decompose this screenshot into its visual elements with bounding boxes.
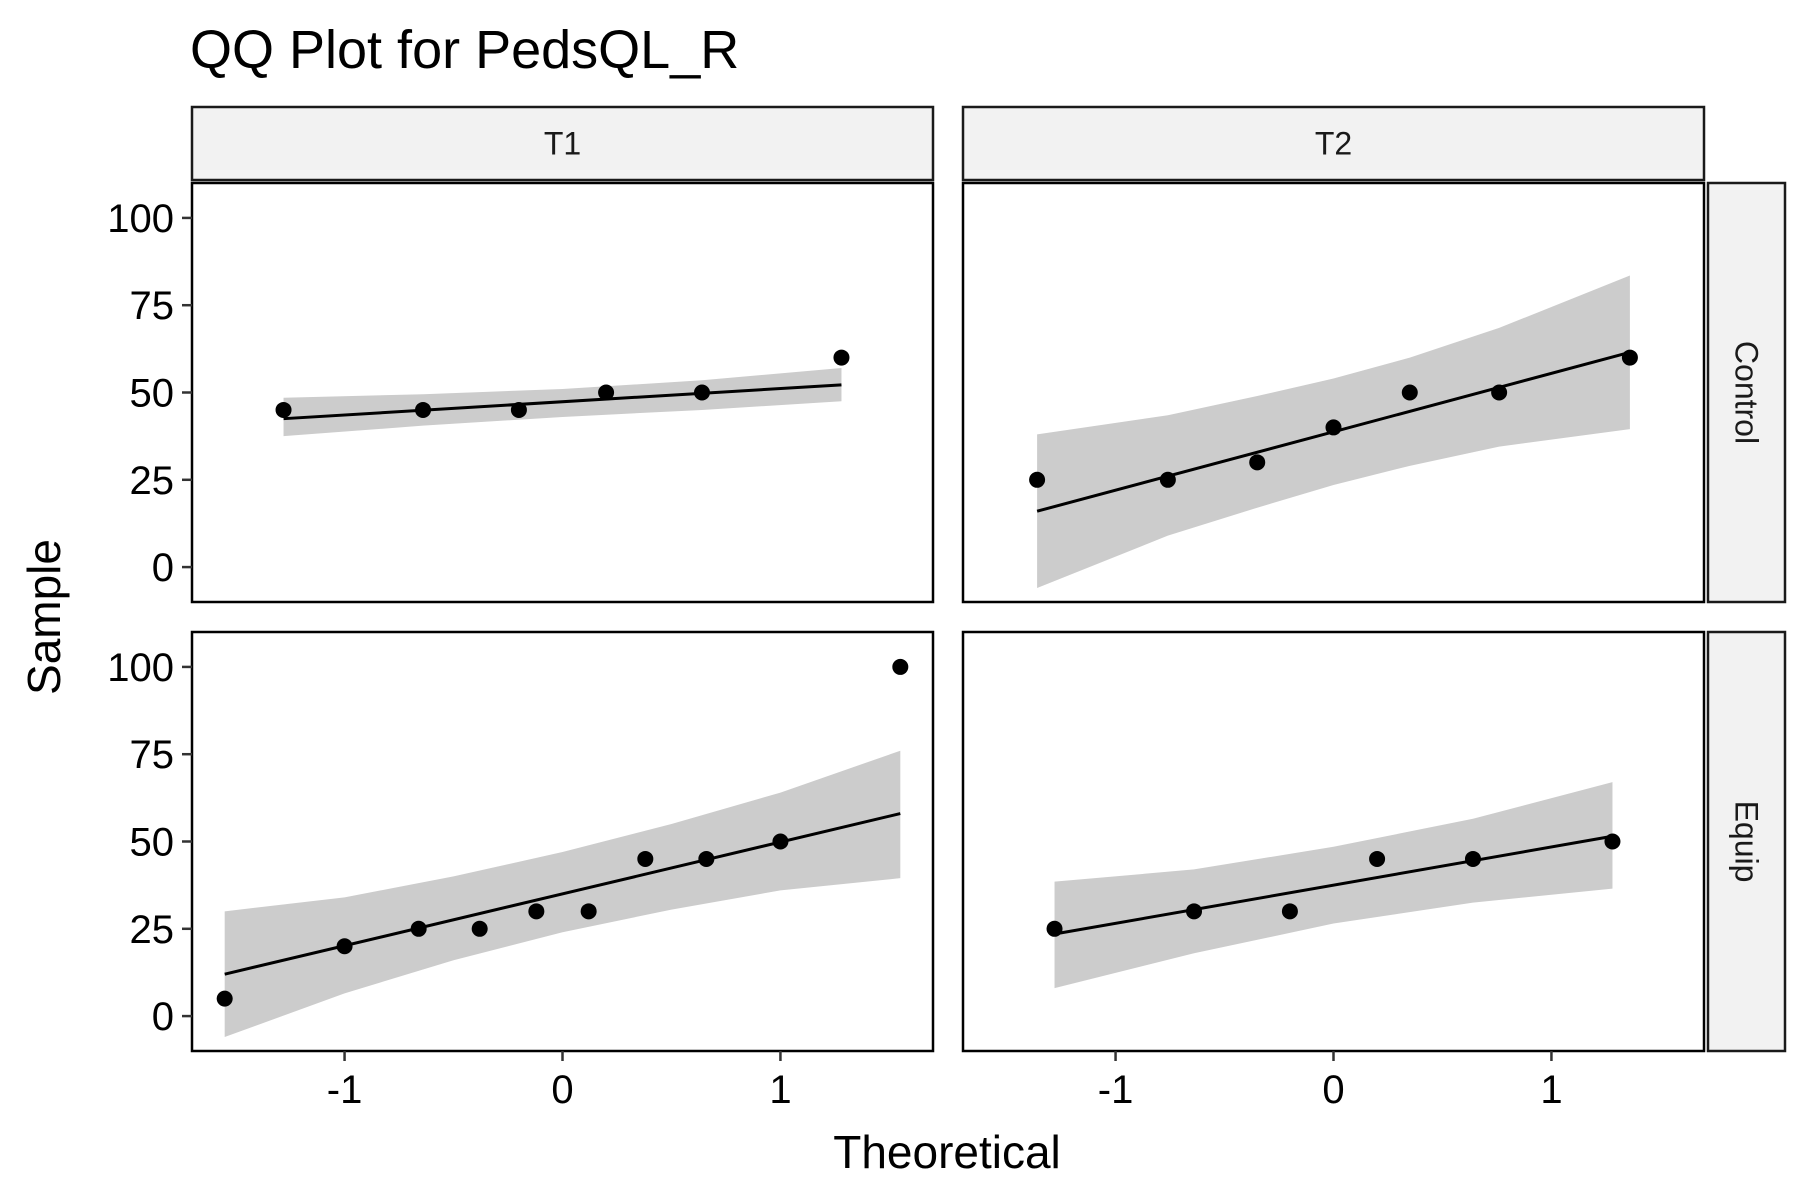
reference-line xyxy=(1054,834,1613,936)
data-point xyxy=(510,401,527,418)
data-point xyxy=(698,850,715,867)
y-tick-label: 0 xyxy=(152,995,174,1039)
data-point xyxy=(1491,384,1508,401)
data-point xyxy=(1325,419,1342,436)
data-point xyxy=(1029,471,1046,488)
panel-border xyxy=(961,181,1706,604)
data-point xyxy=(1281,903,1298,920)
x-axis-title: Theoretical xyxy=(833,1126,1061,1178)
data-point xyxy=(1621,349,1638,366)
strip-t2 xyxy=(961,105,1706,182)
x-tick-label: 0 xyxy=(551,1068,573,1112)
y-tick-label: 50 xyxy=(130,821,175,865)
panel-t2-equip xyxy=(961,630,1706,1053)
plot-layer: T1 T2 Control Equip 0 25 50 75 100 0 25 50 75 100 -1 0 1… xyxy=(107,105,1787,1112)
strip-label-control: Control xyxy=(1729,341,1765,444)
panel-t1-equip xyxy=(190,630,935,1053)
data-point xyxy=(1464,850,1481,867)
data-point xyxy=(216,990,233,1007)
data-point xyxy=(892,658,909,675)
data-point xyxy=(528,903,545,920)
y-tick-label: 50 xyxy=(130,372,175,416)
strip-control xyxy=(1706,181,1787,604)
data-point xyxy=(1604,833,1621,850)
panel-t1-control xyxy=(190,181,935,604)
data-point xyxy=(1249,454,1266,471)
x-tick-label: 1 xyxy=(1540,1068,1562,1112)
data-point xyxy=(1401,384,1418,401)
data-point xyxy=(580,903,597,920)
chart-title: QQ Plot for PedsQL_R xyxy=(190,20,739,80)
x-tick-label: 0 xyxy=(1322,1068,1344,1112)
data-point xyxy=(415,401,432,418)
y-tick-label: 75 xyxy=(130,284,175,328)
reference-line xyxy=(224,812,901,976)
data-point xyxy=(410,920,427,937)
reference-line xyxy=(283,383,842,421)
data-point xyxy=(833,349,850,366)
y-tick-label: 0 xyxy=(152,546,174,590)
y-tick-label: 75 xyxy=(130,733,175,777)
data-point xyxy=(1369,850,1386,867)
data-point xyxy=(1046,920,1063,937)
data-point xyxy=(637,850,654,867)
data-point xyxy=(693,384,710,401)
x-tick-label: 1 xyxy=(769,1068,791,1112)
strip-label-equip: Equip xyxy=(1729,801,1765,883)
strip-label-t1: T1 xyxy=(544,126,581,162)
data-point xyxy=(336,938,353,955)
x-tick-label: -1 xyxy=(327,1068,363,1112)
y-tick-label: 100 xyxy=(107,197,174,241)
y-tick-label: 25 xyxy=(130,908,175,952)
data-point xyxy=(275,401,292,418)
y-axis-title: Sample xyxy=(18,539,70,695)
strip-t1 xyxy=(190,105,935,182)
y-tick-label: 100 xyxy=(107,646,174,690)
data-point xyxy=(471,920,488,937)
y-tick-label: 25 xyxy=(130,459,175,503)
panel-t2-control xyxy=(961,181,1706,604)
strip-label-t2: T2 xyxy=(1315,126,1352,162)
data-point xyxy=(1186,903,1203,920)
strip-equip xyxy=(1706,630,1787,1053)
data-point xyxy=(598,384,615,401)
x-tick-label: -1 xyxy=(1098,1068,1134,1112)
data-point xyxy=(1159,471,1176,488)
data-point xyxy=(772,833,789,850)
